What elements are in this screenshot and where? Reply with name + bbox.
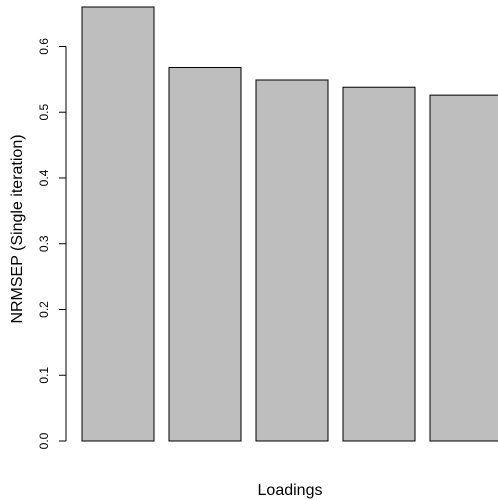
x-axis-title: Loadings xyxy=(258,482,323,499)
y-tick-label-3: 0.3 xyxy=(37,235,51,252)
y-tick-label-1: 0.1 xyxy=(37,367,51,384)
bars-group xyxy=(81,6,498,442)
y-axis: 0.0 0.1 0.2 0.3 0.4 0.5 0.6 xyxy=(37,38,67,449)
y-tick-label-6: 0.6 xyxy=(37,38,51,55)
bar-1 xyxy=(81,6,155,442)
bar-4 xyxy=(342,86,416,442)
y-tick-label-5: 0.5 xyxy=(37,104,51,121)
bar-3 xyxy=(255,79,329,442)
bar-5 xyxy=(429,94,498,442)
bar-2 xyxy=(168,66,242,442)
y-tick-label-2: 0.2 xyxy=(37,301,51,318)
y-axis-title: NRMSEP (Single iteration) xyxy=(9,134,26,323)
y-tick-label-0: 0.0 xyxy=(37,432,51,449)
y-ticks-group: 0.0 0.1 0.2 0.3 0.4 0.5 0.6 xyxy=(37,38,66,449)
y-tick-label-4: 0.4 xyxy=(37,169,51,186)
